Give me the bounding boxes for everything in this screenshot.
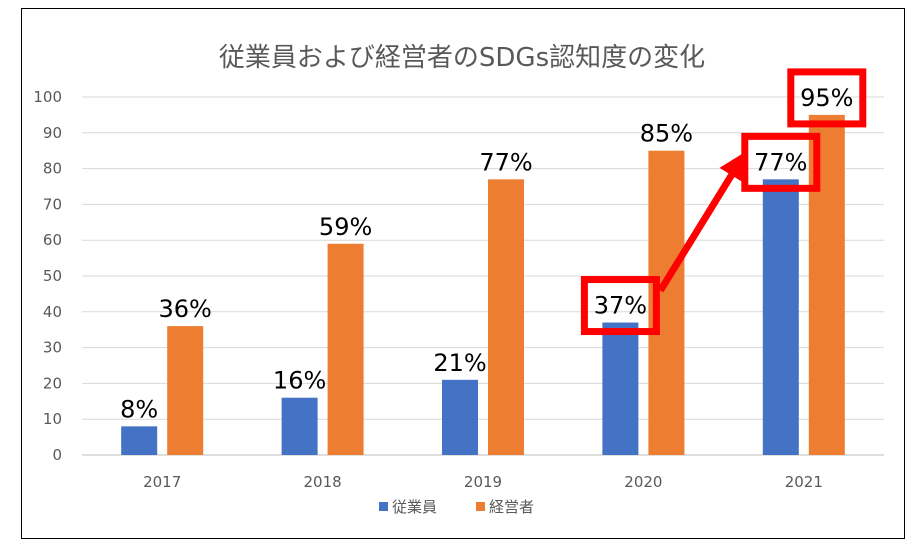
highlight-box <box>787 68 867 128</box>
legend-label-executives: 経営者 <box>489 498 534 516</box>
data-label: 37% <box>594 292 647 320</box>
y-tick-label: 100 <box>33 88 62 106</box>
data-label: 59% <box>319 213 372 241</box>
bar-executives-2017 <box>167 326 204 455</box>
x-tick-label: 2018 <box>304 473 342 491</box>
bar-employees-2021 <box>762 179 799 455</box>
data-label: 36% <box>159 295 212 323</box>
y-tick-label: 40 <box>43 303 62 321</box>
highlight-box <box>580 276 660 336</box>
y-tick-label: 10 <box>43 410 62 428</box>
x-tick-label: 2020 <box>624 473 662 491</box>
x-tick-label: 2017 <box>143 473 181 491</box>
bar-executives-2018 <box>327 243 364 455</box>
bar-employees-2020 <box>602 322 639 455</box>
y-tick-label: 80 <box>43 160 62 178</box>
data-label: 85% <box>640 120 693 148</box>
x-tick-label: 2019 <box>464 473 502 491</box>
bar-executives-2019 <box>488 179 524 455</box>
data-label: 95% <box>800 84 853 112</box>
bar-employees-2017 <box>121 426 158 455</box>
bar-employees-2018 <box>281 397 318 455</box>
y-tick-label: 60 <box>43 231 62 249</box>
y-tick-label: 50 <box>43 267 62 285</box>
y-tick-label: 20 <box>43 374 62 392</box>
y-tick-label: 30 <box>43 339 62 357</box>
data-label: 16% <box>273 367 326 395</box>
data-label: 77% <box>754 148 807 176</box>
data-label: 77% <box>479 148 532 176</box>
y-tick-label: 70 <box>43 195 62 213</box>
x-tick-label: 2021 <box>785 473 823 491</box>
chart-title: 従業員および経営者のSDGs認知度の変化 <box>219 43 705 73</box>
legend-swatch-executives <box>476 502 485 511</box>
legend-swatch-employees <box>379 502 388 511</box>
chart-frame <box>21 8 905 539</box>
data-label: 8% <box>120 395 158 423</box>
y-tick-label: 0 <box>52 446 62 464</box>
legend: 従業員 経営者 <box>379 498 534 516</box>
arrow-annotation <box>657 151 747 293</box>
legend-label-employees: 従業員 <box>392 498 437 516</box>
y-tick-label: 90 <box>43 124 62 142</box>
data-label: 21% <box>433 349 486 377</box>
bar-employees-2019 <box>442 379 478 455</box>
